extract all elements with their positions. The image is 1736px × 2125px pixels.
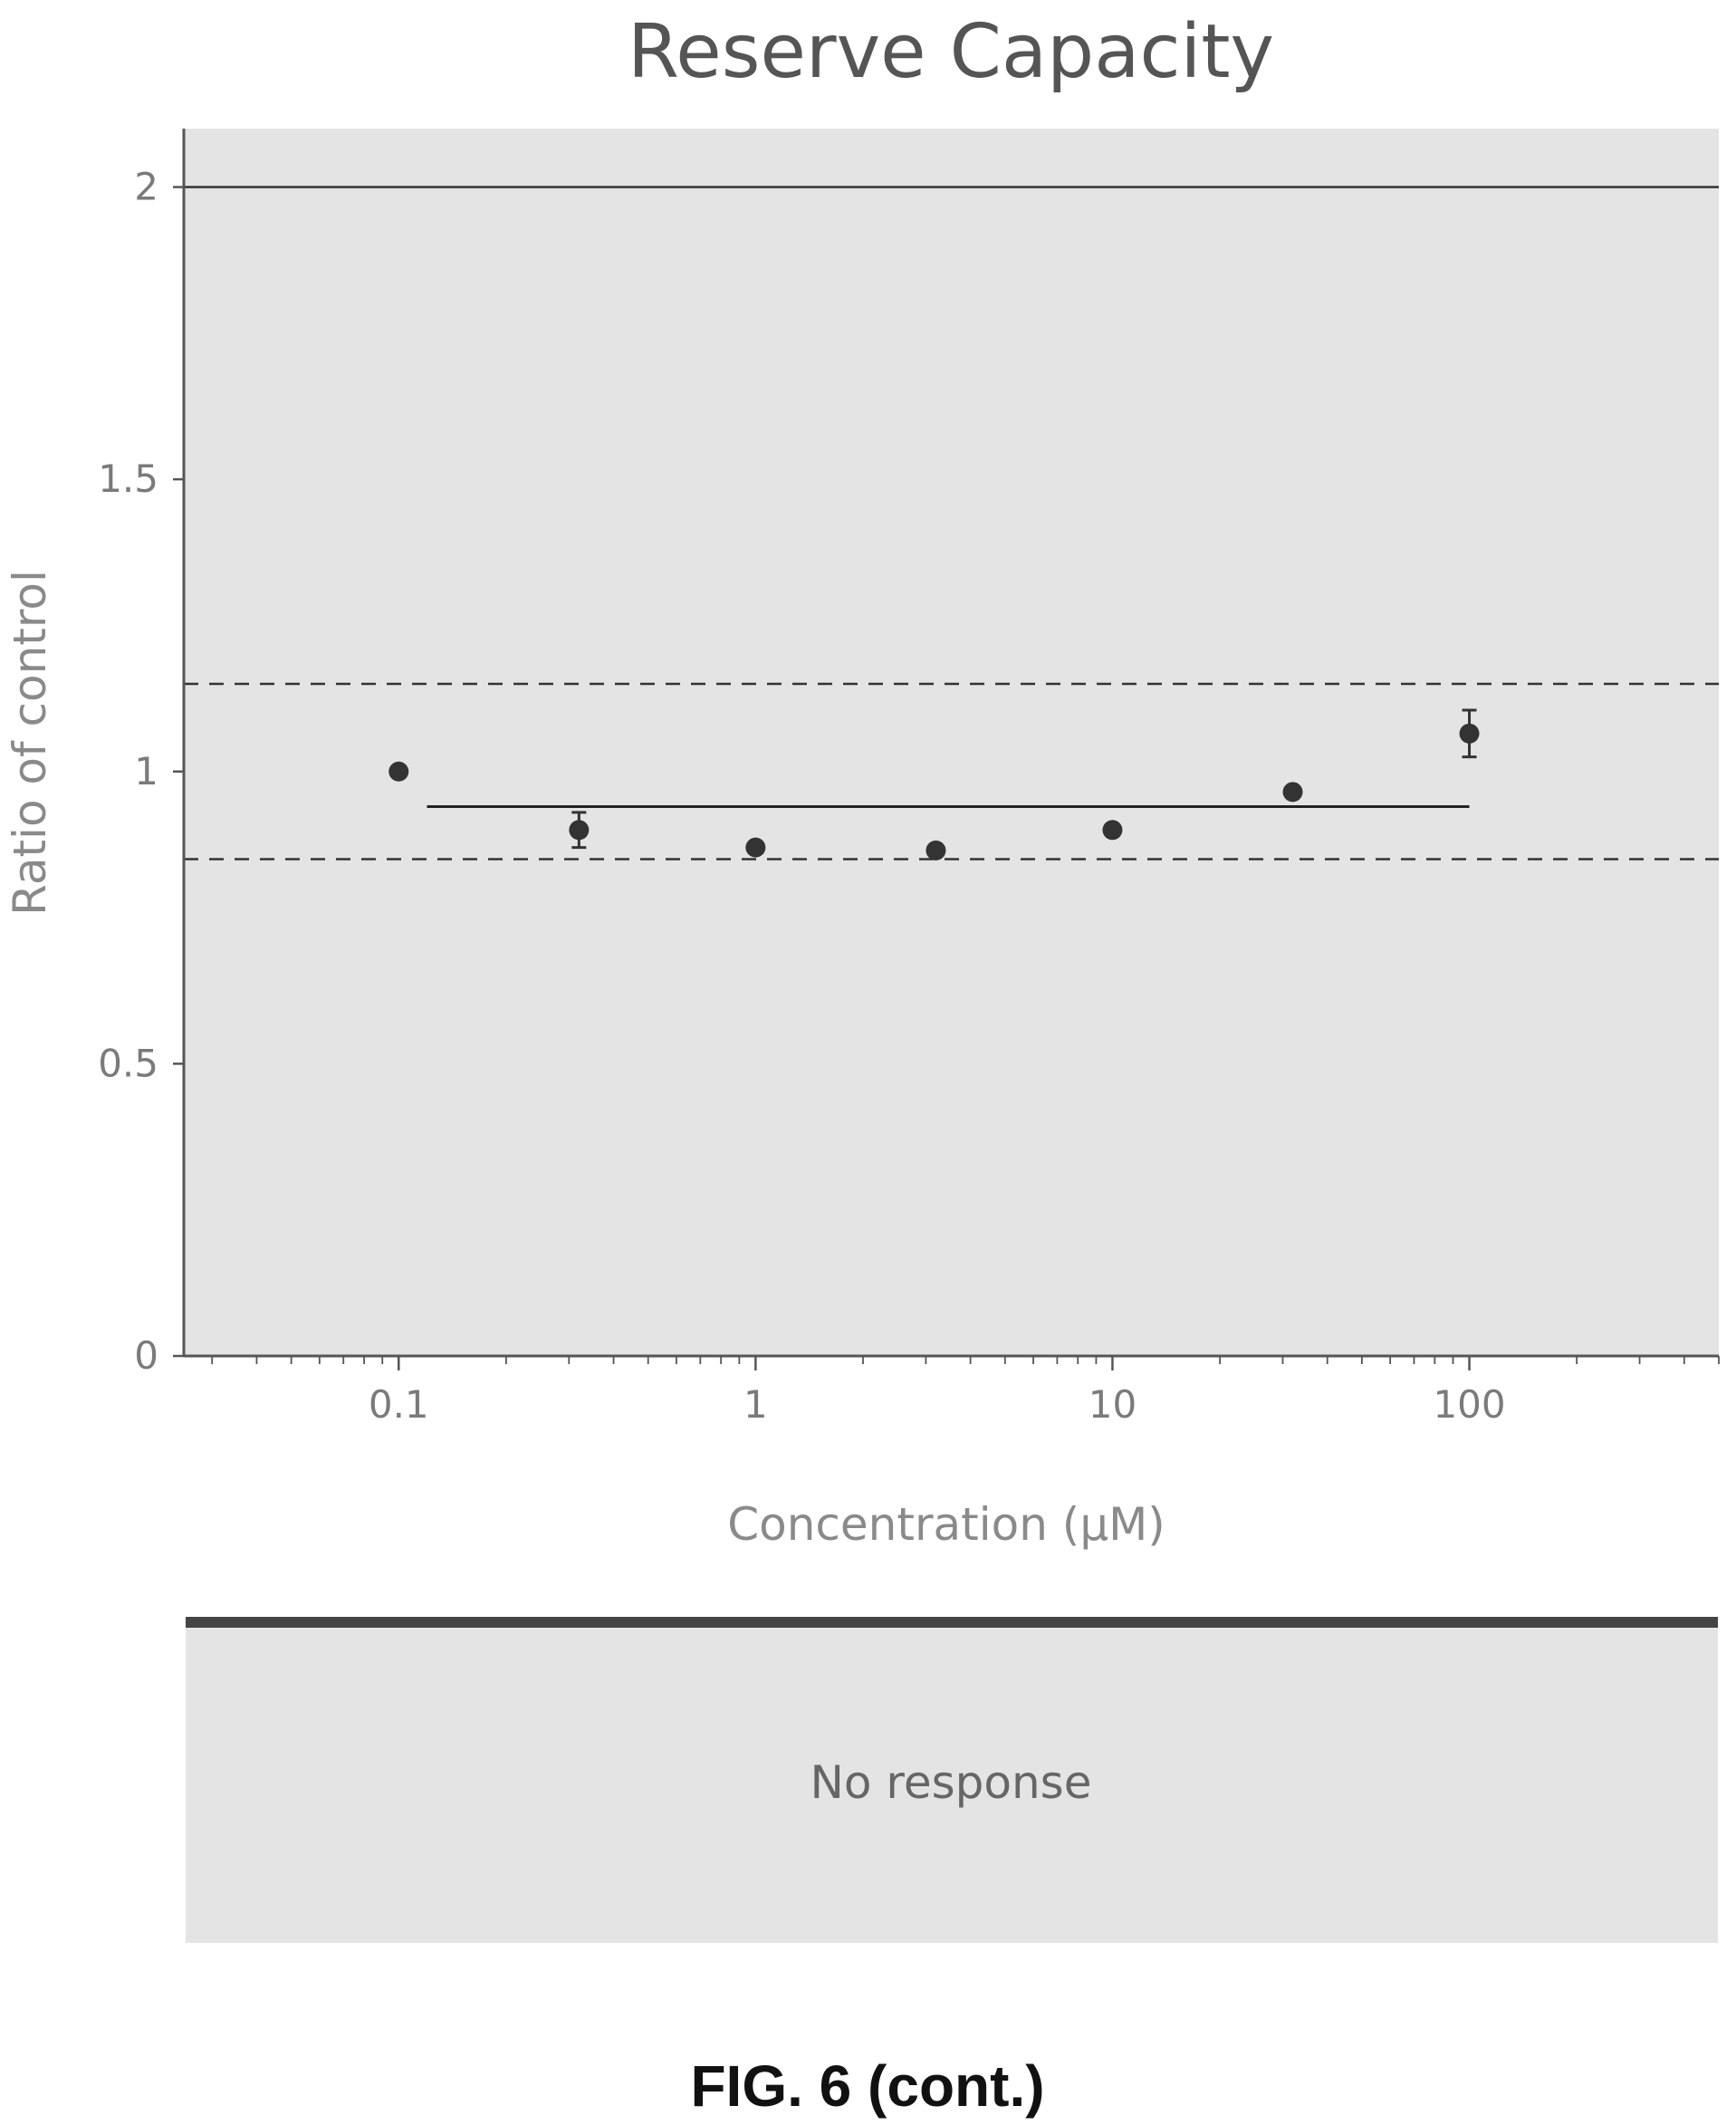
- data-point-3: [926, 840, 946, 861]
- y-tick-label-2: 1: [134, 749, 158, 793]
- data-point-2: [745, 837, 766, 858]
- response-panel: [186, 1617, 1718, 1943]
- response-panel-text: No response: [810, 1756, 1092, 1809]
- data-point-6: [1459, 723, 1480, 744]
- chart-title: Reserve Capacity: [628, 9, 1274, 95]
- x-axis-title: Concentration (µM): [727, 1498, 1165, 1551]
- response-panel-border: [186, 1617, 1718, 1628]
- y-axis-title: Ratio of control: [4, 570, 56, 916]
- x-tick-label-3: 100: [1433, 1382, 1505, 1427]
- data-points: [388, 708, 1480, 861]
- y-tick-label-0: 0: [134, 1333, 158, 1378]
- reference-lines: [184, 186, 1719, 861]
- data-point-1: [569, 820, 590, 841]
- figure-caption: FIG. 6 (cont.): [690, 2053, 1044, 2119]
- x-tick-label-0: 0.1: [369, 1382, 429, 1427]
- x-tick-label-2: 10: [1089, 1382, 1137, 1427]
- y-tick-label-3: 1.5: [98, 457, 158, 501]
- y-tick-label-4: 2: [134, 165, 158, 209]
- y-tick-label-1: 0.5: [98, 1041, 158, 1085]
- plot-area: [184, 129, 1719, 1356]
- data-point-0: [388, 761, 409, 782]
- data-point-5: [1282, 782, 1303, 803]
- x-tick-label-1: 1: [743, 1382, 768, 1427]
- y-axis-ticks: 0 0.5 1 1.5 2: [98, 165, 184, 1378]
- data-point-4: [1102, 820, 1123, 841]
- x-axis-ticks: 0.1 1 10 100: [211, 1356, 1720, 1427]
